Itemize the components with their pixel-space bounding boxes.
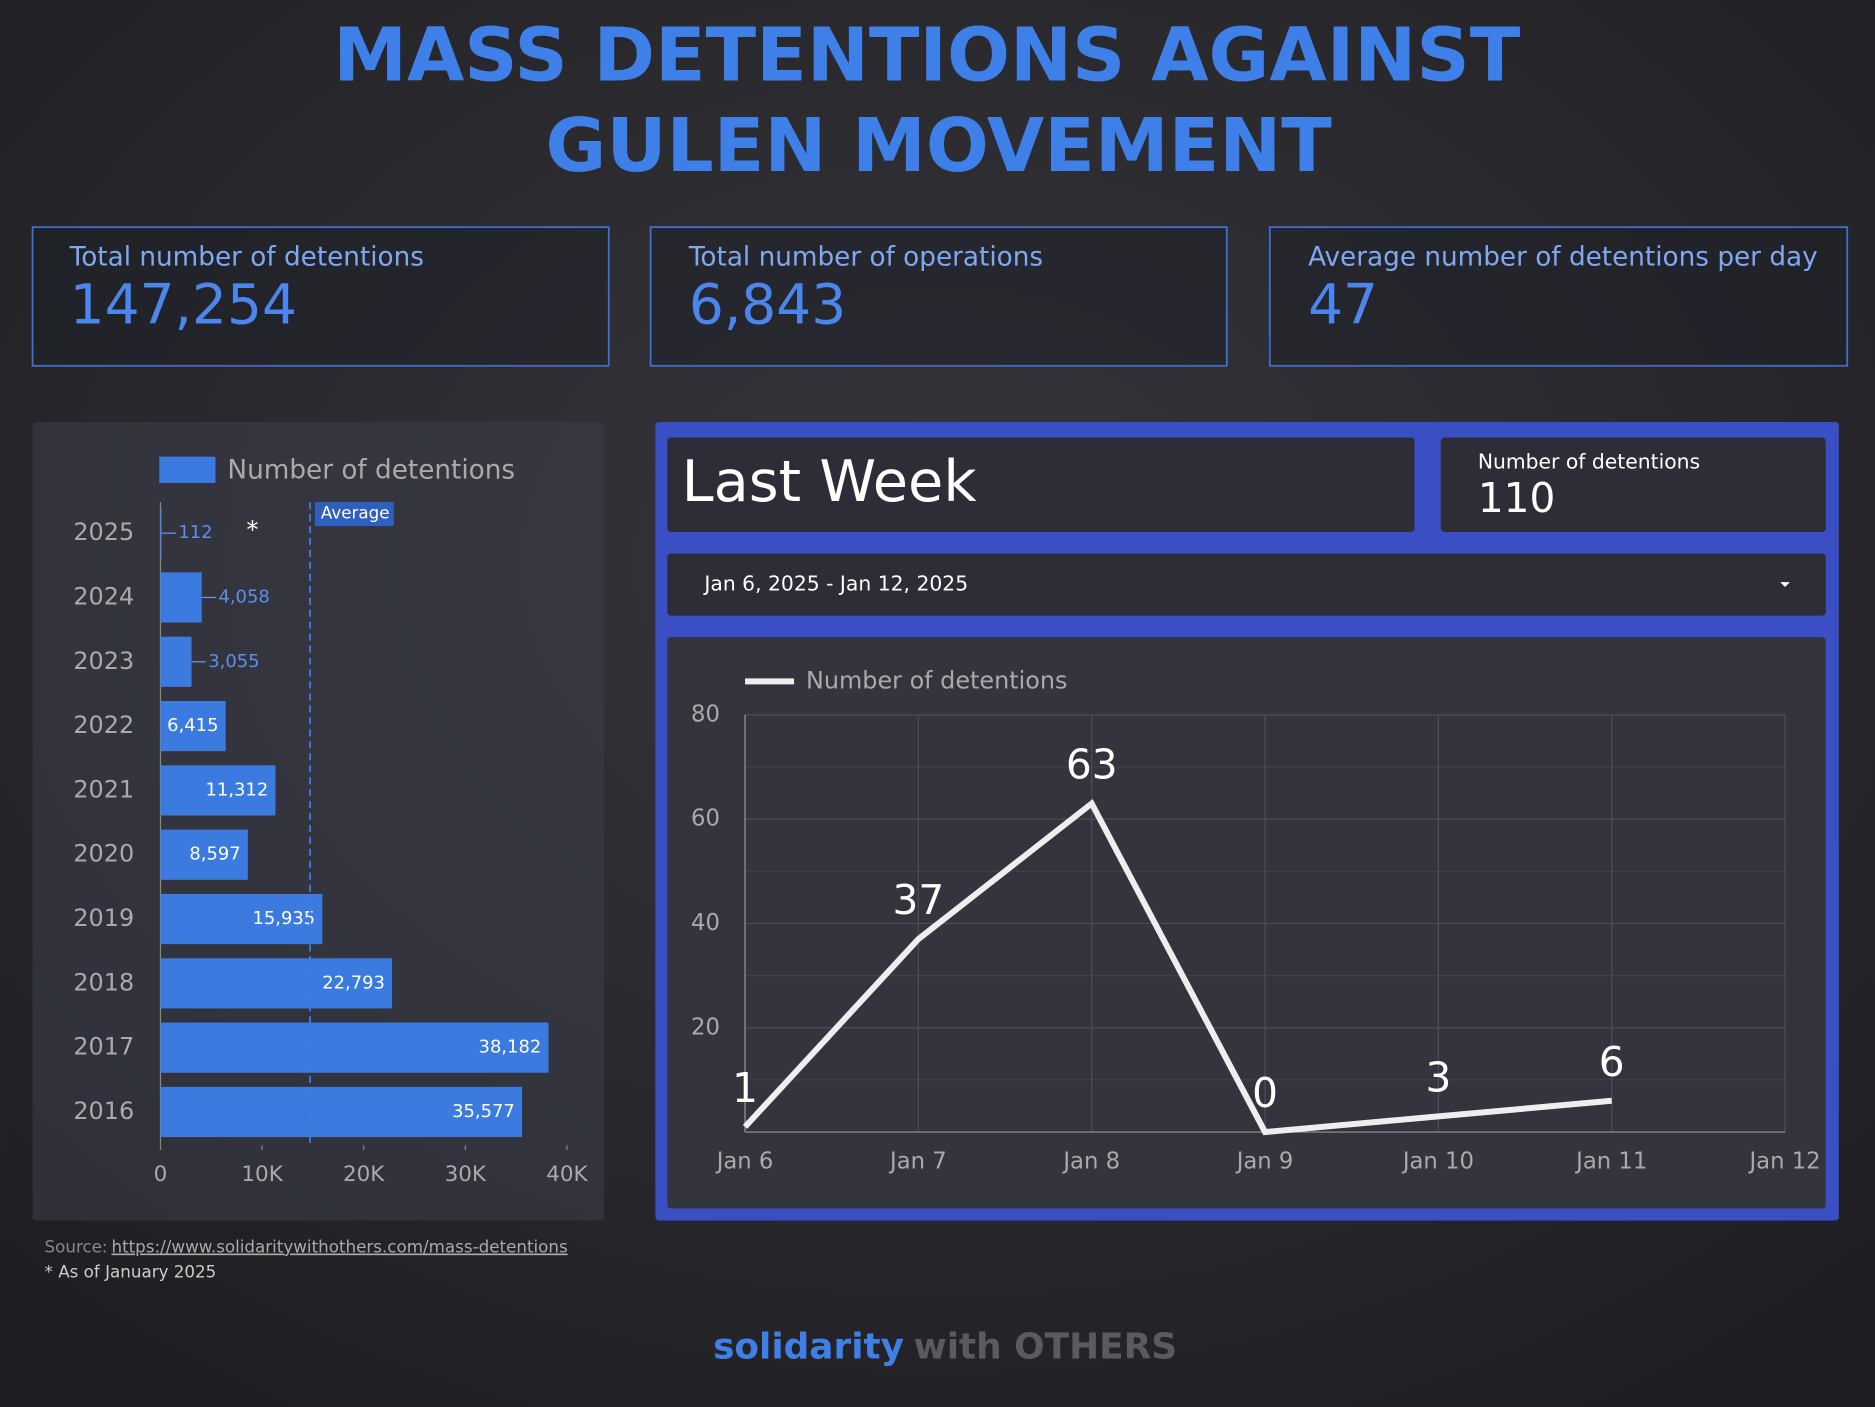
kpi-card: Total number of operations 6,843 — [649, 226, 1228, 367]
y-tick-label: 2020 — [73, 840, 134, 868]
y-tick-label: 2023 — [73, 647, 134, 675]
title-line: MASS DETENTIONS AGAINST — [333, 12, 1521, 98]
y-tick-label: 2025 — [73, 518, 134, 546]
value-label: 35,577 — [452, 1101, 515, 1122]
bar — [160, 958, 393, 1009]
kpi-label: Total number of operations — [688, 243, 1043, 273]
brand: with OTHERS — [914, 1326, 1177, 1367]
bar — [160, 572, 202, 623]
last-week-title: Last Week — [682, 448, 978, 515]
x-tick-label: 40K — [546, 1162, 588, 1187]
data-label: 37 — [893, 876, 945, 924]
bar — [160, 893, 323, 945]
scorecard-label: Number of detentions — [1478, 450, 1700, 474]
date-range-text[interactable]: Jan 6, 2025 - Jan 12, 2025 — [702, 572, 968, 596]
legend-label: Number of detentions — [227, 455, 515, 485]
kpi-label: Average number of detentions per day — [1308, 243, 1818, 273]
kpi-label: Total number of detentions — [69, 243, 424, 273]
y-tick-label: 80 — [691, 701, 720, 727]
kpi-value: 147,254 — [70, 273, 297, 337]
kpi-value: 6,843 — [689, 273, 846, 337]
x-tick-label: Jan 7 — [888, 1148, 947, 1174]
y-tick-label: 2016 — [73, 1097, 134, 1125]
y-tick-label: 2017 — [73, 1033, 134, 1061]
last-week-title-box — [667, 437, 1415, 532]
legend-label: Number of detentions — [806, 666, 1067, 694]
value-label: 4,058 — [218, 586, 269, 607]
value-label: 11,312 — [206, 779, 269, 800]
y-tick-label: 2018 — [73, 968, 134, 996]
value-label: 22,793 — [322, 972, 385, 993]
bar — [160, 765, 276, 816]
average-tag — [314, 502, 394, 526]
footnote: * As of January 2025 — [45, 1262, 217, 1282]
source-link[interactable]: https://www.solidaritywithothers.com/mas… — [111, 1237, 567, 1257]
data-label: 6 — [1599, 1038, 1625, 1086]
bar — [160, 1086, 522, 1138]
x-tick-label: 30K — [445, 1162, 487, 1187]
data-label: 3 — [1425, 1054, 1451, 1102]
y-tick-label: 2024 — [73, 582, 134, 610]
date-range-control[interactable] — [667, 553, 1826, 616]
value-label: 112 — [178, 522, 212, 543]
x-tick-label: Jan 8 — [1061, 1148, 1120, 1174]
kpi-card: Average number of detentions per day 47 — [1268, 226, 1849, 367]
legend-swatch — [159, 456, 216, 483]
data-label: 63 — [1066, 741, 1118, 789]
average-label: Average — [321, 503, 390, 523]
line-series — [742, 798, 1612, 1136]
value-label: 38,182 — [479, 1037, 542, 1058]
bar — [160, 829, 248, 880]
x-tick-label: 10K — [241, 1162, 283, 1187]
y-tick-label: 40 — [691, 910, 720, 936]
y-tick-label: 2022 — [73, 711, 134, 739]
y-tick-label: 2019 — [73, 904, 134, 932]
value-label: 6,415 — [167, 715, 218, 736]
annotation: * — [247, 516, 259, 544]
bar — [160, 508, 162, 559]
scorecard-value: 110 — [1478, 474, 1556, 522]
x-tick-label: Jan 6 — [715, 1148, 774, 1174]
x-tick-label: Jan 12 — [1747, 1148, 1820, 1174]
title-line: GULEN MOVEMENT — [546, 103, 1333, 189]
x-tick-label: Jan 9 — [1235, 1148, 1294, 1174]
kpi-value: 47 — [1308, 273, 1378, 337]
value-label: 15,935 — [253, 908, 316, 929]
x-tick-label: Jan 11 — [1574, 1148, 1647, 1174]
value-label: 3,055 — [208, 651, 259, 672]
y-tick-label: 60 — [691, 806, 720, 832]
x-tick-label: 20K — [343, 1162, 385, 1187]
value-label: 8,597 — [189, 844, 240, 865]
source-prefix: Source: — [45, 1237, 108, 1257]
x-tick-label: Jan 10 — [1401, 1148, 1474, 1174]
bar — [160, 636, 192, 687]
x-tick-label: 0 — [154, 1162, 168, 1187]
data-label: 0 — [1252, 1069, 1278, 1117]
kpi-card: Total number of detentions 147,254 — [31, 226, 610, 367]
scorecard-box — [1440, 437, 1826, 532]
data-label: 1 — [732, 1064, 758, 1112]
bar — [160, 1022, 549, 1073]
bar — [160, 700, 226, 752]
dropdown-arrow[interactable] — [1780, 582, 1790, 587]
y-tick-label: 2021 — [73, 775, 134, 803]
y-tick-label: 20 — [691, 1014, 720, 1040]
brand: solidarity — [713, 1326, 904, 1367]
